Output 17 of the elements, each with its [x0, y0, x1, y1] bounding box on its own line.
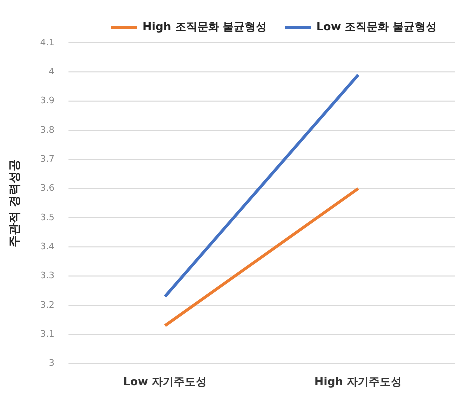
x-tick-label: High 자기주도성 [314, 375, 402, 388]
legend-label: High 조직문화 불균형성 [142, 20, 268, 34]
y-tick-label: 3.2 [40, 300, 55, 311]
y-tick-label: 3.4 [40, 242, 55, 252]
legend-label: Low 조직문화 불균형성 [316, 20, 438, 34]
y-tick-label: 3.9 [40, 96, 55, 107]
y-axis-title: 주관적 경력성공 [7, 159, 22, 248]
y-tick-label: 3.5 [40, 213, 55, 224]
y-tick-label: 3.8 [40, 126, 55, 136]
y-tick-label: 3 [48, 359, 55, 370]
y-tick-label: 4 [48, 68, 55, 78]
y-tick-label: 3.6 [40, 184, 55, 194]
y-tick-label: 4.1 [40, 38, 55, 48]
y-tick-label: 3.7 [40, 155, 55, 165]
y-tick-label: 3.3 [40, 272, 55, 282]
x-tick-label: Low 자기주도성 [124, 375, 208, 388]
y-tick-label: 3.1 [40, 330, 55, 340]
